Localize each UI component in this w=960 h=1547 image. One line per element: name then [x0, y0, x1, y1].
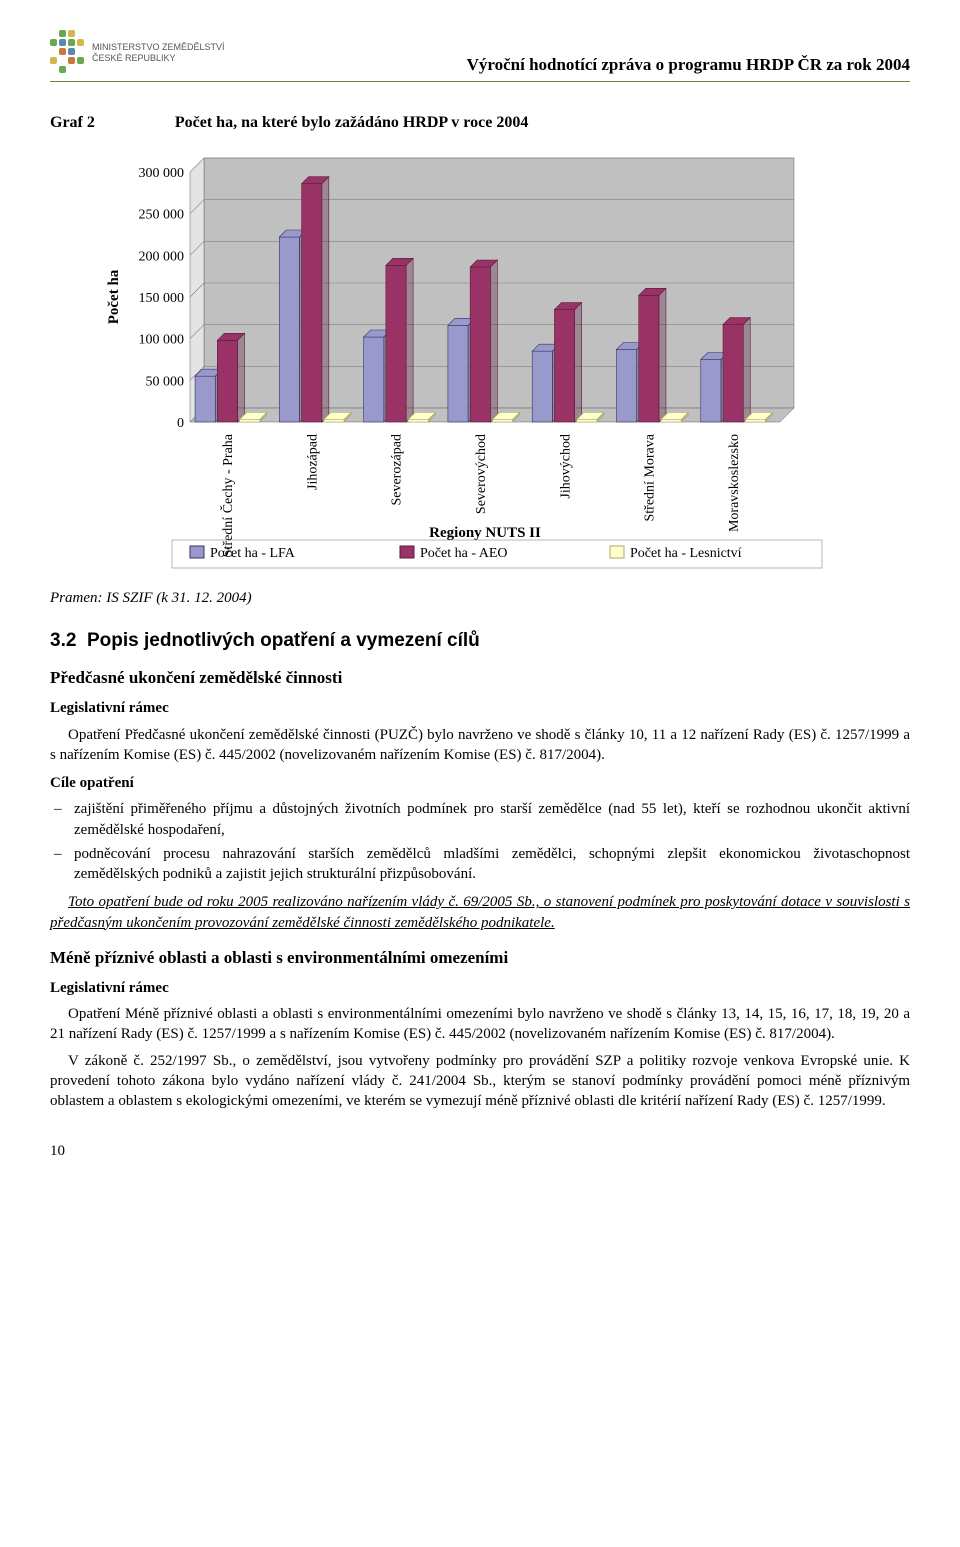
- svg-text:Střední Morava: Střední Morava: [643, 433, 658, 521]
- chart-svg: 0 50 000 100 000 150 000 200 000 250 000 300 0…: [100, 148, 860, 578]
- svg-text:0: 0: [177, 416, 184, 431]
- svg-text:200 000: 200 000: [139, 249, 185, 264]
- goals-label: Cíle opatření: [50, 773, 910, 793]
- svg-text:Střední Čechy - Praha: Střední Čechy - Praha: [219, 433, 236, 557]
- ministry-line2: ČESKÉ REPUBLIKY: [92, 53, 225, 64]
- note-underline: Toto opatření bude od roku 2005 realizov…: [50, 894, 910, 930]
- logo-dots-icon: [50, 30, 84, 73]
- svg-text:Jihozápad: Jihozápad: [305, 434, 320, 490]
- svg-text:50 000: 50 000: [146, 374, 185, 389]
- svg-text:Severozápad: Severozápad: [390, 434, 405, 506]
- svg-text:Počet ha - LFA: Počet ha - LFA: [210, 546, 296, 561]
- legislative-label-1: Legislativní rámec: [50, 698, 910, 718]
- ministry-line1: MINISTERSTVO ZEMĚDĚLSTVÍ: [92, 42, 225, 53]
- report-title: Výroční hodnotící zpráva o programu HRDP…: [467, 54, 910, 77]
- chart-source: Pramen: IS SZIF (k 31. 12. 2004): [50, 588, 910, 608]
- section-number: 3.2: [50, 630, 76, 651]
- svg-text:Severovýchod: Severovýchod: [474, 434, 489, 514]
- chart-label: Graf 2: [50, 112, 95, 134]
- svg-text:Jihovýchod: Jihovýchod: [558, 434, 573, 499]
- svg-text:Moravskoslezsko: Moravskoslezsko: [727, 434, 742, 532]
- svg-text:300 000: 300 000: [139, 166, 185, 181]
- svg-text:250 000: 250 000: [139, 207, 185, 222]
- goals-list: zajištění přiměřeného příjmu a důstojnýc…: [50, 799, 910, 884]
- paragraph: Opatření Méně příznivé oblasti a oblasti…: [50, 1004, 910, 1045]
- svg-text:100 000: 100 000: [139, 332, 185, 347]
- svg-text:Počet ha: Počet ha: [106, 269, 122, 324]
- chart-caption: Graf 2 Počet ha, na které bylo zažádáno …: [50, 112, 910, 134]
- section-title: Popis jednotlivých opatření a vymezení c…: [87, 630, 480, 651]
- page-header: MINISTERSTVO ZEMĚDĚLSTVÍ ČESKÉ REPUBLIKY…: [50, 30, 910, 82]
- svg-text:Počet ha - AEO: Počet ha - AEO: [420, 546, 507, 561]
- section-heading: 3.2 Popis jednotlivých opatření a vymeze…: [50, 628, 910, 654]
- subsection-heading-1: Předčasné ukončení zemědělské činnosti: [50, 667, 910, 690]
- legislative-text-1: Opatření Předčasné ukončení zemědělské č…: [50, 725, 910, 766]
- legislative-label-2: Legislativní rámec: [50, 978, 910, 998]
- ministry-name: MINISTERSTVO ZEMĚDĚLSTVÍ ČESKÉ REPUBLIKY: [92, 42, 225, 64]
- list-item: zajištění přiměřeného příjmu a důstojnýc…: [50, 799, 910, 840]
- svg-text:150 000: 150 000: [139, 291, 185, 306]
- note-italic: Toto opatření bude od roku 2005 realizov…: [50, 892, 910, 933]
- chart-title: Počet ha, na které bylo zažádáno HRDP v …: [175, 112, 528, 134]
- bar-chart: 0 50 000 100 000 150 000 200 000 250 000 300 0…: [100, 148, 860, 578]
- subsection-heading-2: Méně příznivé oblasti a oblasti s enviro…: [50, 947, 910, 970]
- page-number: 10: [50, 1141, 910, 1161]
- svg-text:Počet ha - Lesnictví: Počet ha - Lesnictví: [630, 546, 742, 561]
- svg-text:Regiony NUTS II: Regiony NUTS II: [429, 525, 541, 541]
- paragraph: V zákoně č. 252/1997 Sb., o zemědělství,…: [50, 1051, 910, 1112]
- ministry-logo: MINISTERSTVO ZEMĚDĚLSTVÍ ČESKÉ REPUBLIKY: [50, 30, 225, 73]
- list-item: podněcování procesu nahrazování starších…: [50, 844, 910, 885]
